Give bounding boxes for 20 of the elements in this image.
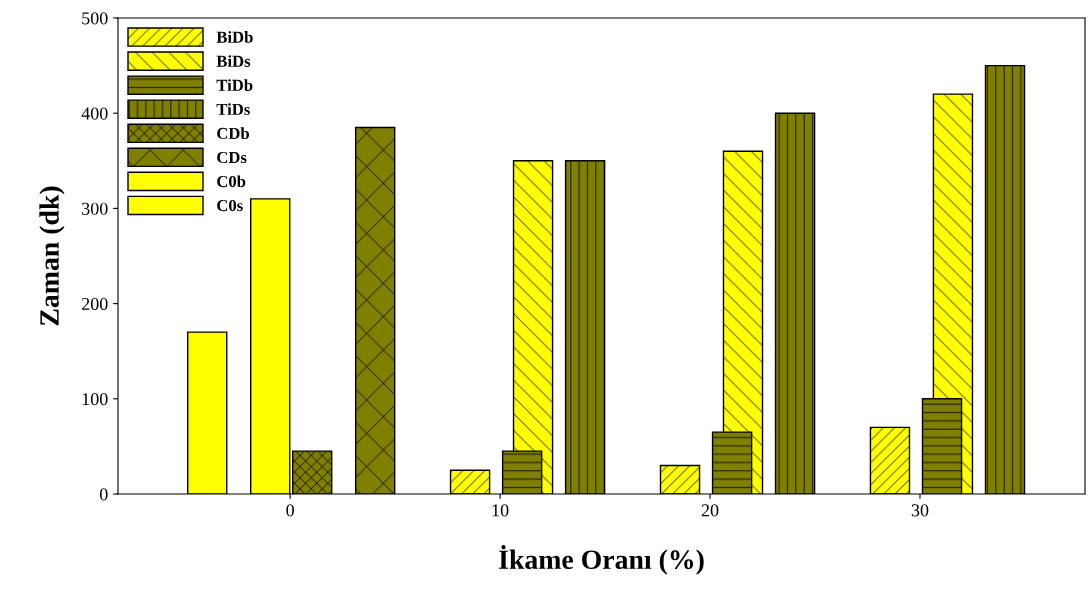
legend-label: C0s bbox=[217, 199, 243, 212]
legend-label: TiDb bbox=[216, 79, 253, 91]
legend-label: CDs bbox=[217, 151, 247, 164]
legend-label: CDb bbox=[217, 127, 249, 140]
y-tick-label: 100 bbox=[82, 393, 108, 406]
y-tick-label: 200 bbox=[81, 297, 108, 311]
x-tick-label: 20 bbox=[701, 504, 719, 517]
y-tick-label: 400 bbox=[81, 107, 108, 120]
y-axis-title: Zaman (dk) bbox=[39, 186, 65, 326]
x-tick-label: 30 bbox=[911, 504, 929, 517]
legend-label: BiDb bbox=[216, 31, 253, 43]
legend-label: TiDs bbox=[216, 103, 250, 115]
y-tick-label: 0 bbox=[99, 488, 108, 501]
x-tick-label: 10 bbox=[492, 504, 509, 517]
y-tick-label: 300 bbox=[82, 202, 108, 215]
y-tick-label: 500 bbox=[82, 12, 108, 25]
legend-label: C0b bbox=[217, 175, 246, 188]
x-axis-title: İkame Oranı (%) bbox=[499, 545, 704, 575]
legend-label: BiDs bbox=[216, 55, 251, 67]
x-tick-label: 0 bbox=[286, 504, 294, 517]
